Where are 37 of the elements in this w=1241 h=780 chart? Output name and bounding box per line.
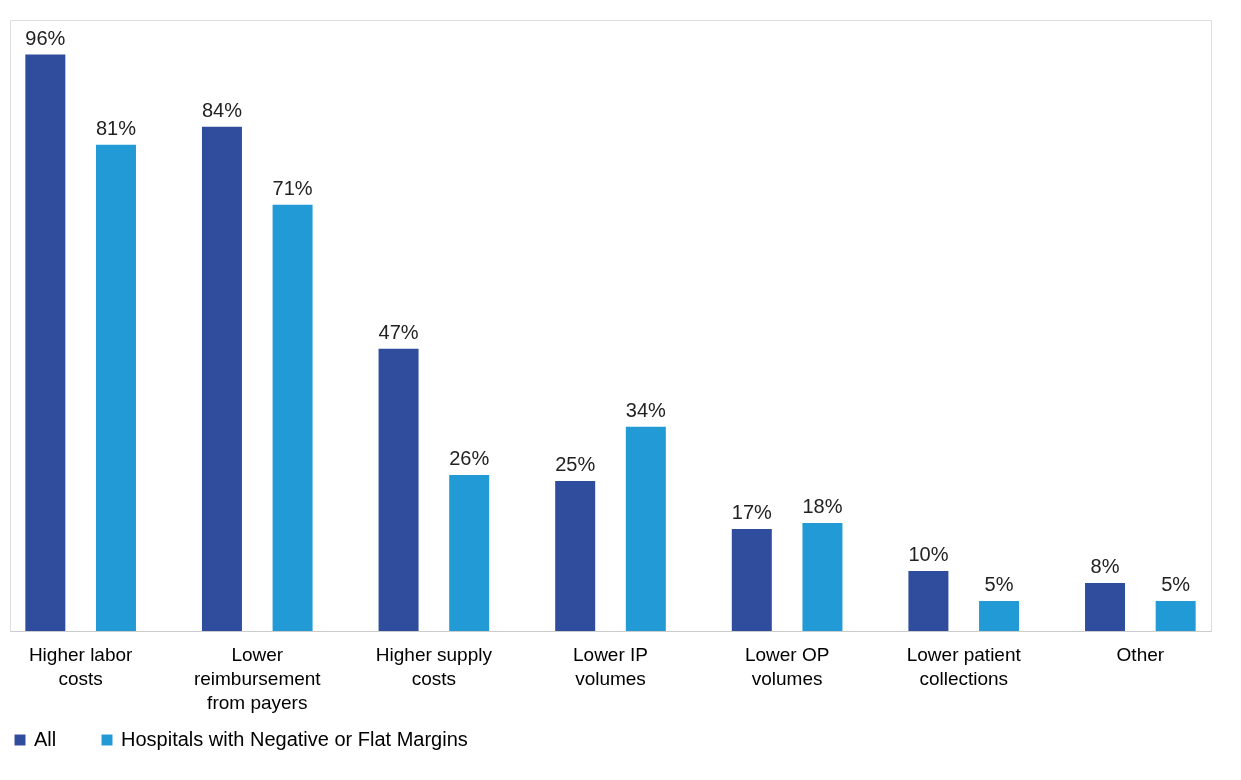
data-label: 10% [908, 542, 949, 565]
data-label: 96% [25, 26, 66, 49]
bar [625, 426, 666, 631]
bar [378, 348, 419, 631]
legend-label: All [34, 728, 57, 750]
data-label: 18% [802, 494, 843, 517]
data-label: 34% [625, 398, 667, 421]
data-label: 47% [378, 320, 419, 343]
x-tick-label: Higher labor costs [28, 643, 134, 689]
bar [979, 600, 1020, 631]
bar [1155, 600, 1196, 631]
bar [731, 528, 772, 631]
bar [272, 204, 313, 631]
bar [95, 144, 136, 631]
bar [802, 522, 843, 631]
data-label: 81% [95, 116, 137, 139]
x-tick-label: Lower OP volumes [744, 643, 830, 689]
x-tick-label: Lower reimbursement from payers [193, 643, 322, 713]
bar [449, 474, 490, 631]
legend-label: Hospitals with Negative or Flat Margins [121, 728, 468, 750]
x-tick-label: Other [1116, 643, 1165, 665]
bar [1085, 582, 1126, 631]
data-label: 5% [984, 572, 1014, 595]
data-label: 26% [449, 446, 490, 469]
data-label: 8% [1090, 554, 1120, 577]
x-tick-label: Lower IP volumes [573, 643, 648, 689]
data-label: 71% [272, 176, 313, 199]
bar [555, 480, 596, 631]
data-label: 84% [201, 98, 243, 121]
bar [25, 54, 66, 631]
x-tick-label: Higher supply costs [375, 643, 493, 689]
bar [201, 126, 242, 631]
data-label: 5% [1161, 572, 1191, 595]
x-tick-label: Lower patient collections [906, 643, 1022, 689]
data-label: 25% [555, 452, 596, 475]
data-label: 17% [731, 500, 773, 523]
bar [908, 570, 949, 631]
